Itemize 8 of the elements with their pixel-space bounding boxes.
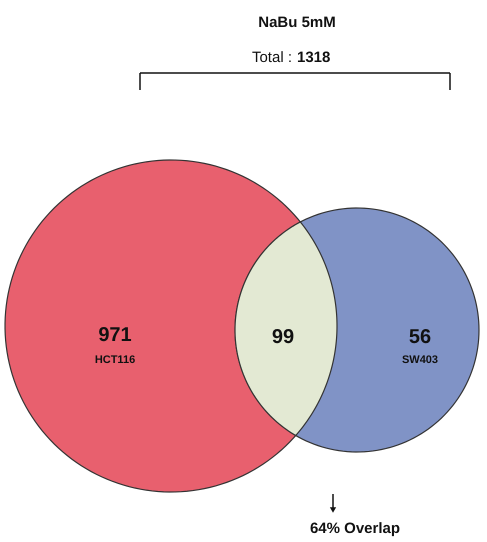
category-label: SW403 bbox=[402, 354, 438, 366]
text: 64% Overlap bbox=[310, 520, 400, 537]
data-label: 971 bbox=[98, 324, 132, 346]
data-label: 99 bbox=[272, 326, 294, 348]
text: NaBu 5mM bbox=[258, 14, 336, 31]
category-label: HCT116 bbox=[94, 354, 136, 366]
text: Total : 1318 bbox=[252, 49, 330, 66]
data-label: 56 bbox=[408, 326, 432, 348]
